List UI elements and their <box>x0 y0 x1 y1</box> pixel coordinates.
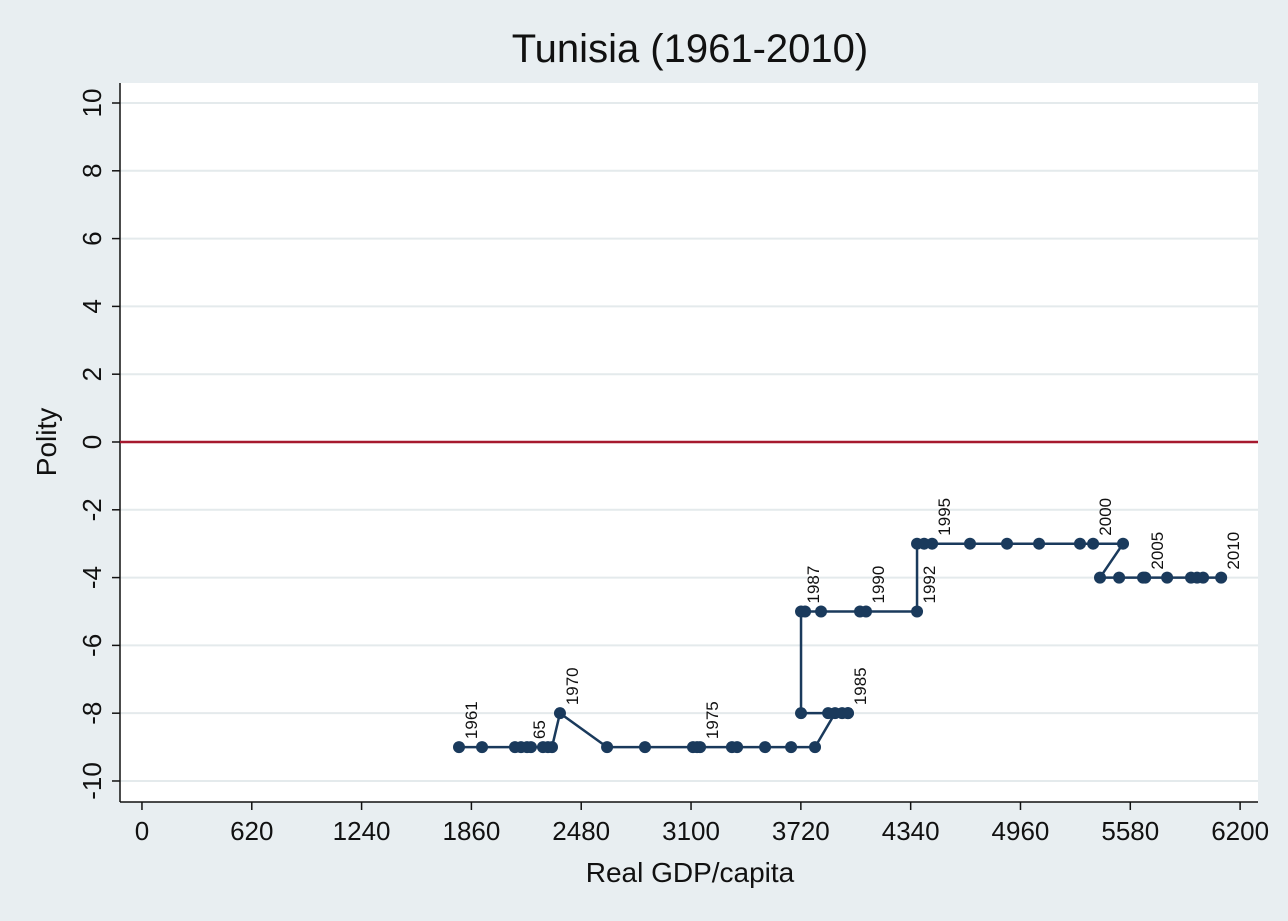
point <box>1113 571 1126 584</box>
point <box>1087 537 1100 550</box>
point-label: 1970 <box>563 667 582 705</box>
point <box>731 741 744 754</box>
y-tick-label: -4 <box>77 566 107 589</box>
point-label: 65 <box>530 720 549 739</box>
point-label: 2005 <box>1148 532 1167 570</box>
point <box>815 605 828 618</box>
x-tick-label: 1240 <box>333 816 391 846</box>
point <box>1215 571 1228 584</box>
point <box>545 741 558 754</box>
point-label: 1992 <box>920 566 939 604</box>
x-tick-label: 3100 <box>662 816 720 846</box>
x-tick-label: 4340 <box>882 816 940 846</box>
x-tick-label: 3720 <box>772 816 830 846</box>
point <box>964 537 977 550</box>
chart-title: Tunisia (1961-2010) <box>512 27 869 71</box>
x-tick-label: 2480 <box>552 816 610 846</box>
x-tick-label: 0 <box>135 816 149 846</box>
y-tick-label: -10 <box>77 762 107 800</box>
point <box>638 741 651 754</box>
x-tick-label: 620 <box>230 816 273 846</box>
y-axis-label: Polity <box>31 408 62 476</box>
point-label: 2010 <box>1224 532 1243 570</box>
point <box>553 707 566 720</box>
point <box>524 741 537 754</box>
y-tick-label: 4 <box>77 299 107 313</box>
y-tick-label: 10 <box>77 89 107 118</box>
point <box>854 605 867 618</box>
point <box>841 707 854 720</box>
y-tick-label: 6 <box>77 231 107 245</box>
point <box>1161 571 1174 584</box>
point-label: 1961 <box>462 701 481 739</box>
point <box>795 707 808 720</box>
y-tick-label: -6 <box>77 634 107 657</box>
x-tick-label: 6200 <box>1211 816 1269 846</box>
y-tick-label: -2 <box>77 498 107 521</box>
x-tick-label: 5580 <box>1101 816 1159 846</box>
point <box>476 741 489 754</box>
point <box>1197 571 1210 584</box>
x-tick-label: 4960 <box>992 816 1050 846</box>
point <box>926 537 939 550</box>
point-label: 1987 <box>804 566 823 604</box>
point <box>759 741 772 754</box>
point-label: 1975 <box>703 701 722 739</box>
point <box>799 605 812 618</box>
y-tick-label: 8 <box>77 164 107 178</box>
point <box>1117 537 1130 550</box>
point <box>785 741 798 754</box>
y-tick-label: -8 <box>77 702 107 725</box>
point <box>1033 537 1046 550</box>
point <box>822 707 835 720</box>
point <box>809 741 822 754</box>
point <box>1073 537 1086 550</box>
point <box>911 605 924 618</box>
point <box>1139 571 1152 584</box>
point <box>1094 571 1107 584</box>
point <box>1001 537 1014 550</box>
point-label: 1990 <box>869 566 888 604</box>
point <box>694 741 707 754</box>
point <box>601 741 614 754</box>
point-label: 1985 <box>851 667 870 705</box>
point-label: 2000 <box>1096 498 1115 536</box>
x-axis-label: Real GDP/capita <box>586 857 795 888</box>
x-tick-label: 1860 <box>442 816 500 846</box>
point <box>453 741 466 754</box>
y-tick-label: 0 <box>77 435 107 449</box>
y-tick-label: 2 <box>77 367 107 381</box>
point-label: 1995 <box>935 498 954 536</box>
